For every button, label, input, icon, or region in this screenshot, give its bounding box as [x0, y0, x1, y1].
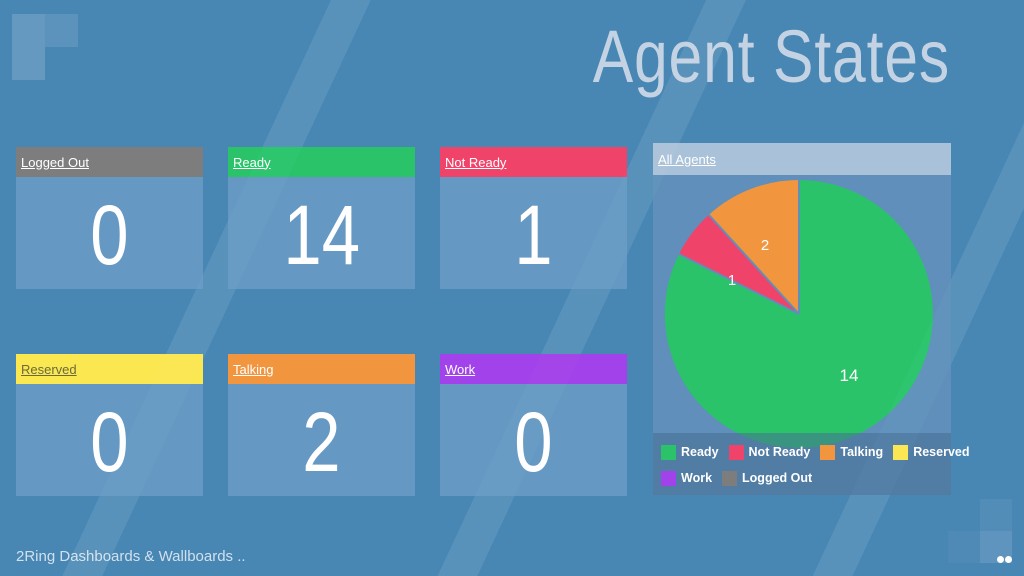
svg-text:2: 2	[761, 237, 769, 254]
svg-text:1: 1	[728, 272, 736, 289]
svg-text:14: 14	[840, 366, 859, 385]
